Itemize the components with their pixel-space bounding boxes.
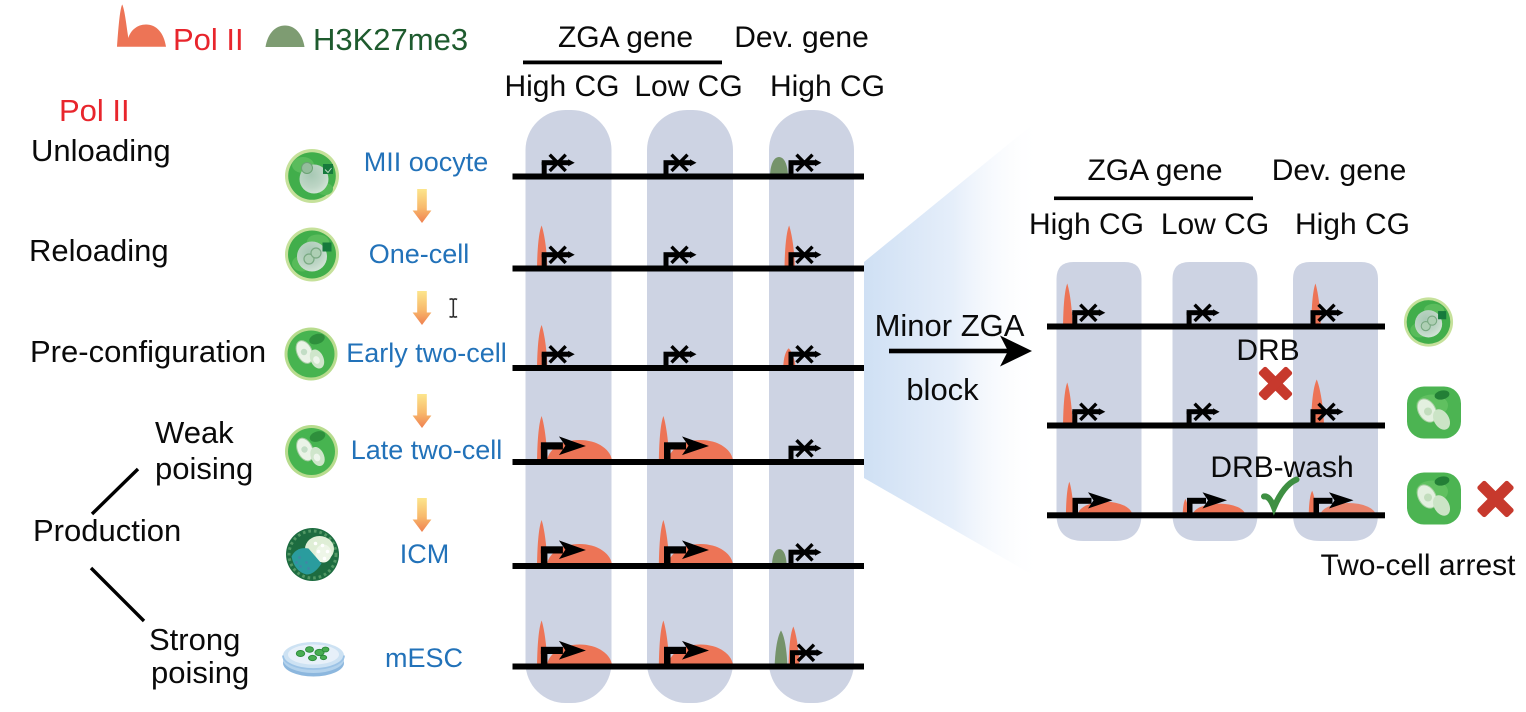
svg-text:mESC: mESC <box>385 643 463 673</box>
svg-text:ZGA gene: ZGA gene <box>1087 154 1222 187</box>
svg-text:One-cell: One-cell <box>369 239 470 269</box>
svg-text:Two-cell arrest: Two-cell arrest <box>1320 549 1516 582</box>
svg-text:Low CG: Low CG <box>634 70 742 103</box>
svg-text:Dev. gene: Dev. gene <box>1272 154 1407 187</box>
svg-text:block: block <box>906 372 979 407</box>
svg-text:Strong: Strong <box>149 622 240 657</box>
svg-text:Early two-cell: Early two-cell <box>346 338 507 368</box>
svg-text:High CG: High CG <box>770 70 885 103</box>
svg-text:High CG: High CG <box>504 70 619 103</box>
svg-text:poising: poising <box>151 655 249 690</box>
svg-text:Dev. gene: Dev. gene <box>734 21 869 54</box>
svg-text:Late two-cell: Late two-cell <box>351 435 503 465</box>
svg-text:Low CG: Low CG <box>1161 208 1269 241</box>
svg-text:DRB: DRB <box>1236 334 1299 367</box>
svg-text:ZGA gene: ZGA gene <box>558 21 693 54</box>
svg-text:Minor ZGA: Minor ZGA <box>875 308 1025 343</box>
svg-text:ICM: ICM <box>400 539 450 569</box>
svg-text:Production: Production <box>33 513 181 548</box>
svg-text:H3K27me3: H3K27me3 <box>313 22 468 57</box>
svg-text:Pol II: Pol II <box>59 93 130 128</box>
svg-text:MII oocyte: MII oocyte <box>364 147 489 177</box>
svg-text:High CG: High CG <box>1295 208 1410 241</box>
svg-text:poising: poising <box>155 451 253 486</box>
svg-text:High CG: High CG <box>1029 208 1144 241</box>
svg-text:Weak: Weak <box>155 415 234 450</box>
svg-text:Pre-configuration: Pre-configuration <box>30 334 266 369</box>
svg-text:Reloading: Reloading <box>29 233 169 268</box>
svg-text:DRB-wash: DRB-wash <box>1210 451 1353 484</box>
svg-text:Unloading: Unloading <box>31 133 171 168</box>
svg-text:Pol II: Pol II <box>173 22 244 57</box>
